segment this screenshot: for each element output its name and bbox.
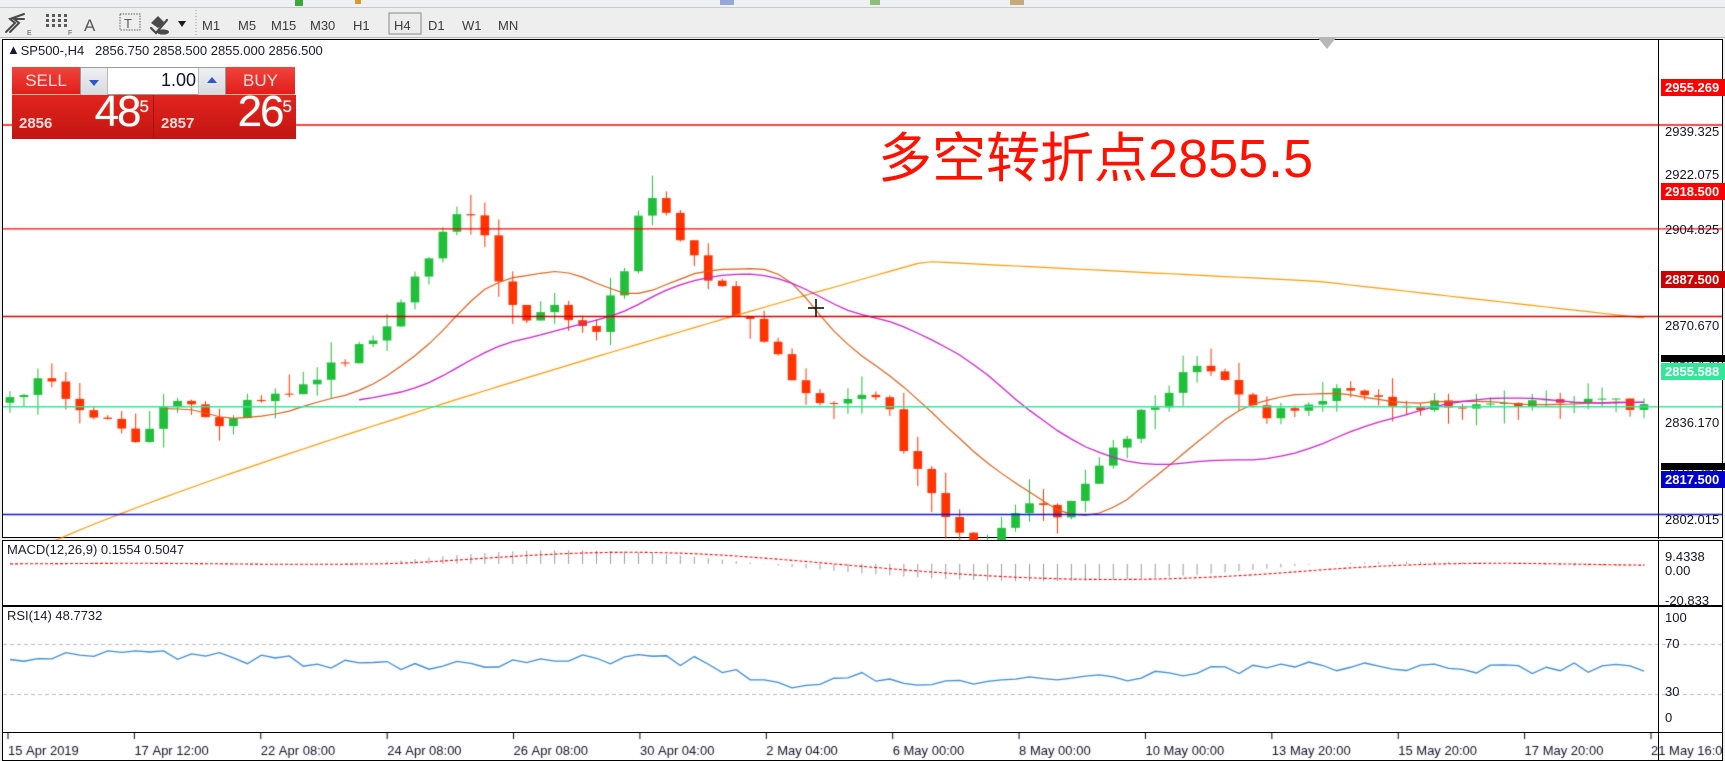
svg-text:MN: MN [498, 18, 518, 33]
svg-text:D1: D1 [428, 18, 445, 33]
svg-text:F: F [68, 30, 72, 37]
svg-text:M30: M30 [310, 18, 335, 33]
svg-text:M15: M15 [271, 18, 296, 33]
svg-text:W1: W1 [462, 18, 482, 33]
svg-text:M1: M1 [202, 18, 220, 33]
svg-text:H4: H4 [394, 18, 411, 33]
svg-text:M5: M5 [238, 18, 256, 33]
svg-text:H1: H1 [353, 18, 370, 33]
svg-text:T: T [124, 16, 132, 31]
svg-text:A: A [84, 16, 96, 35]
svg-text:E: E [27, 30, 32, 37]
